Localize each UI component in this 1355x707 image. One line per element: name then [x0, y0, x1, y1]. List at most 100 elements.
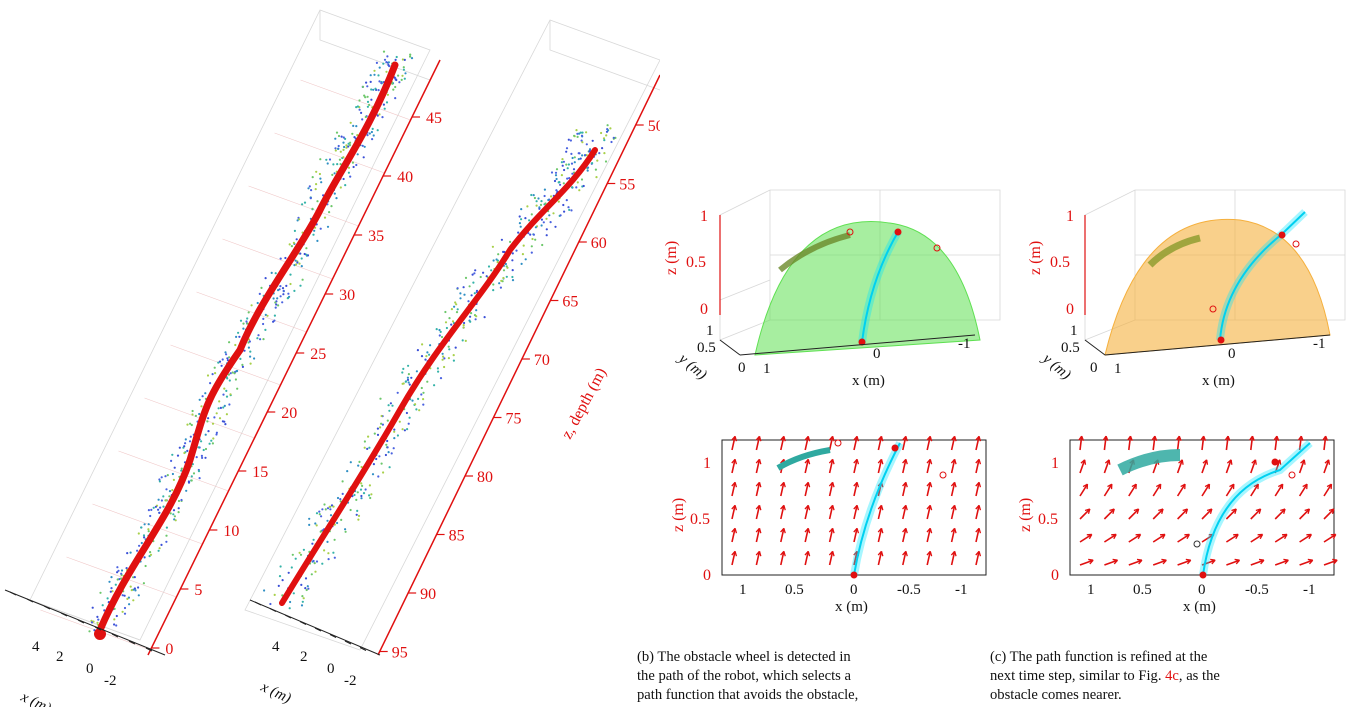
point-cloud-dot — [576, 132, 579, 135]
point-cloud-dot — [455, 311, 459, 314]
point-cloud-dot — [330, 205, 333, 208]
point-cloud-dot — [222, 406, 225, 409]
vector-arrow — [804, 436, 810, 451]
point-cloud-dot — [562, 203, 565, 207]
point-cloud-dot — [496, 261, 499, 264]
vector-arrow-head — [804, 481, 811, 488]
fig-ref-link[interactable]: 4c — [1165, 668, 1179, 684]
point-cloud-dot — [332, 163, 335, 166]
vector-arrow — [926, 551, 932, 566]
vector-arrow-head — [1307, 558, 1314, 565]
point-cloud-dot — [133, 587, 136, 590]
point-cloud-dot — [189, 422, 192, 425]
depth-tick-label: 65 — [562, 294, 578, 311]
point-cloud-dot — [375, 61, 378, 64]
point-cloud-dot — [315, 170, 318, 173]
point-cloud-dot — [435, 328, 438, 331]
point-cloud-dot — [245, 320, 248, 323]
point-cloud-dot — [347, 142, 350, 145]
point-cloud-dot — [342, 136, 345, 139]
vector-arrow — [1201, 533, 1215, 543]
point-cloud-dot — [378, 113, 381, 116]
point-cloud-dot — [411, 399, 414, 402]
vector-arrow — [828, 459, 834, 474]
vector-arrow — [975, 528, 980, 543]
vector-arrow — [1298, 436, 1303, 451]
point-cloud-dot — [491, 245, 494, 248]
vector-arrow — [804, 505, 810, 520]
point-cloud-dot — [315, 560, 319, 563]
b-zlabel: z (m) — [663, 241, 680, 275]
point-cloud-dot — [147, 523, 150, 526]
point-cloud-dot — [132, 576, 135, 579]
point-cloud-dot — [401, 74, 404, 77]
c-ztick-1: 1 — [1066, 208, 1074, 225]
point-cloud-dot — [392, 447, 395, 450]
point-cloud-dot — [349, 121, 352, 124]
c2-xtick-0: 0 — [1198, 582, 1206, 598]
point-cloud-dot — [282, 293, 285, 296]
vector-arrow-head — [926, 435, 933, 442]
b2-ytick-0: 0 — [703, 567, 711, 584]
point-cloud-dot — [386, 419, 389, 422]
vector-arrow-head — [1249, 435, 1255, 441]
point-cloud-dot — [407, 381, 410, 384]
point-cloud-dot — [204, 447, 208, 451]
point-cloud-dot — [543, 188, 547, 191]
vector-arrow — [975, 505, 980, 520]
point-cloud-dot — [586, 167, 589, 170]
vector-arrow — [731, 459, 736, 474]
vector-arrow-head — [1155, 483, 1162, 490]
point-cloud-dot — [239, 357, 242, 360]
vector-arrow — [731, 436, 736, 451]
vector-arrow-head — [975, 550, 982, 557]
point-cloud-dot — [368, 132, 371, 135]
point-cloud-dot — [372, 134, 375, 137]
point-cloud-dot — [91, 606, 94, 609]
point-cloud-dot — [171, 453, 174, 456]
point-cloud-dot — [604, 160, 608, 163]
point-cloud-dot — [177, 510, 180, 514]
point-cloud-dot — [206, 420, 209, 423]
vector-arrow-head — [755, 481, 762, 488]
point-cloud-dot — [326, 540, 329, 544]
point-cloud-dot — [208, 442, 211, 445]
vector-arrow-head — [1302, 483, 1308, 490]
depth-tick-label: 30 — [339, 287, 355, 304]
point-cloud-dot — [463, 321, 466, 325]
b2-xtick-m1: -1 — [955, 582, 968, 598]
point-cloud-dot — [150, 508, 153, 511]
point-cloud-dot — [581, 141, 584, 144]
vector-arrow-head — [975, 458, 982, 465]
vector-arrow — [1323, 533, 1337, 543]
point-cloud-dot — [356, 134, 359, 137]
point-cloud-dot — [159, 506, 162, 509]
point-cloud-dot — [394, 97, 397, 100]
point-cloud-dot — [300, 604, 304, 607]
vector-arrow — [1177, 508, 1189, 520]
point-cloud-dot — [168, 490, 172, 493]
point-cloud-dot — [406, 376, 409, 379]
point-cloud-dot — [386, 446, 389, 449]
point-cloud-dot — [214, 372, 217, 375]
b-xtick-0: 0 — [873, 346, 881, 362]
point-cloud-dot — [388, 409, 391, 412]
vector-arrow-head — [1107, 483, 1113, 490]
vector-arrow — [828, 482, 834, 497]
point-cloud-dot — [403, 429, 406, 432]
point-cloud-dot — [348, 144, 352, 147]
point-cloud-dot — [300, 583, 303, 587]
point-cloud-dot — [129, 551, 132, 554]
point-cloud-dot — [366, 100, 370, 103]
vector-arrow — [853, 459, 858, 474]
point-cloud-dot — [310, 189, 313, 192]
point-cloud-dot — [246, 317, 249, 320]
point-cloud-dot — [377, 89, 380, 92]
point-cloud-dot — [222, 393, 225, 396]
point-cloud-dot — [250, 304, 253, 307]
point-cloud-dot — [577, 158, 580, 161]
point-cloud-dot — [305, 588, 308, 592]
vector-arrow — [1177, 559, 1192, 566]
point-cloud-dot — [314, 522, 317, 525]
point-cloud-dot — [441, 352, 444, 355]
